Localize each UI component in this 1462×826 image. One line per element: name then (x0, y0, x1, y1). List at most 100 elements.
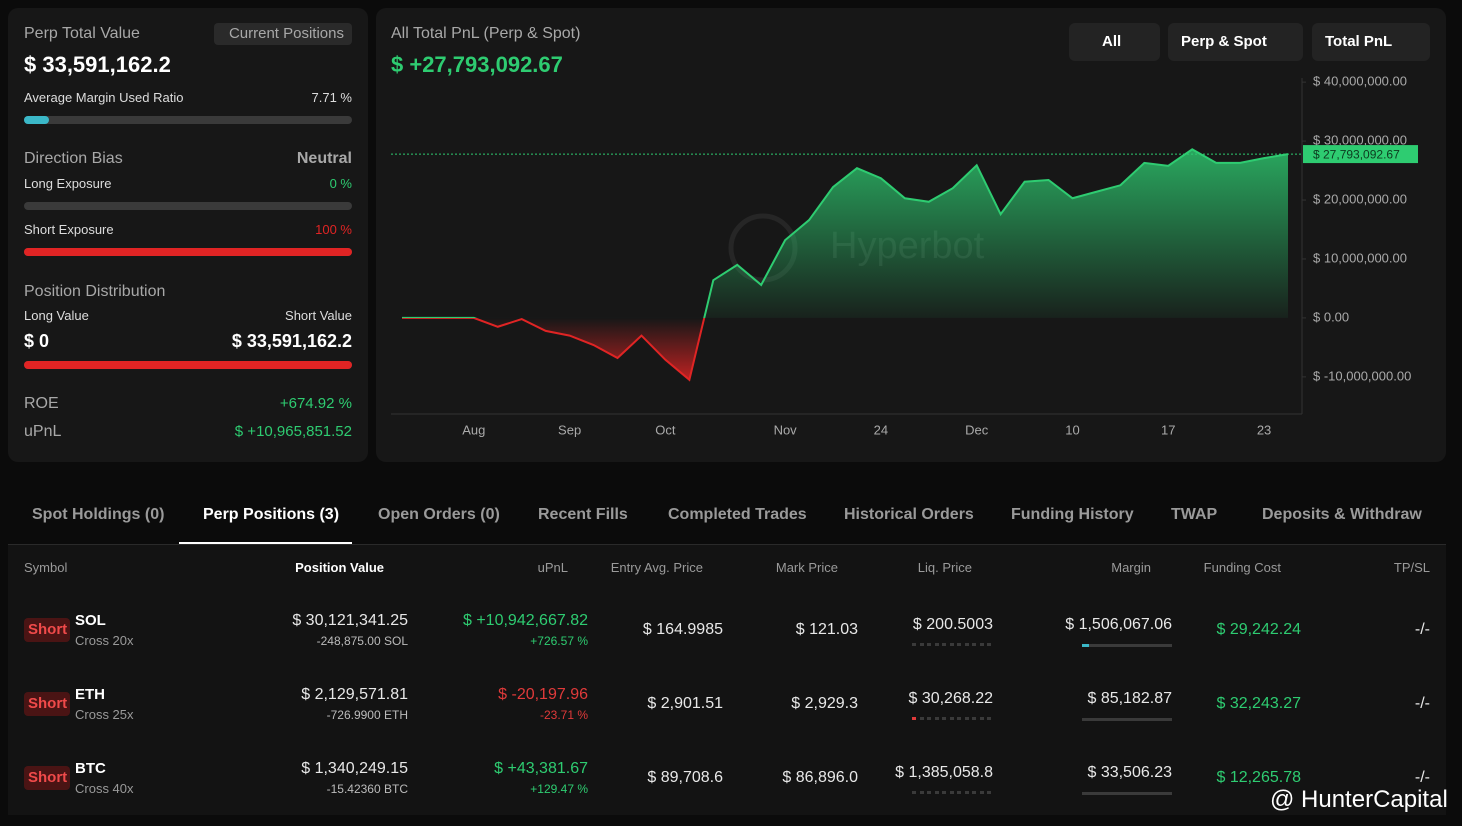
cell: $ +10,942,667.82 (462, 612, 588, 629)
x-tick-label: Aug (462, 422, 485, 437)
leverage: Cross 40x (75, 781, 134, 796)
cell: $ 33,506.23 (1087, 764, 1172, 781)
indicator-track (1082, 718, 1172, 721)
tab[interactable]: Deposits & Withdraw (1262, 506, 1422, 523)
indicator-track (1082, 792, 1172, 795)
line (402, 148, 1289, 382)
indicator-fill (1082, 644, 1089, 647)
cell: $ 200.5003 (912, 616, 993, 633)
indicator-dot (919, 791, 924, 794)
indicator-dot (927, 791, 931, 794)
cell: -/- (1414, 621, 1430, 638)
indicator-dot (987, 717, 991, 720)
y-tick-label: $ -10,000,000.00 (1313, 368, 1411, 383)
cell: $ 32,243.27 (1216, 695, 1301, 712)
tab[interactable]: Recent Fills (538, 506, 628, 523)
dropdown-label[interactable]: Total PnL (1325, 33, 1393, 50)
tab[interactable]: Perp Positions (3) (203, 506, 340, 523)
label: Average Margin Used Ratio (24, 90, 184, 105)
indicator-dot (972, 791, 976, 794)
tabs-more[interactable] (1415, 505, 1441, 527)
cell-sub: -248,875.00 SOL (316, 634, 408, 648)
y-tick-label: $ 40,000,000.00 (1313, 74, 1407, 89)
indicator-dot (964, 717, 969, 720)
column-header[interactable]: Position Value (295, 560, 384, 575)
dropdown[interactable] (1168, 23, 1303, 61)
indicator-dot (964, 791, 969, 794)
progress-fill (24, 116, 50, 124)
indicator-dot (927, 643, 931, 646)
symbol: SOL (75, 612, 106, 629)
cell: $ 1,385,058.8 (895, 764, 993, 781)
side: Short (28, 695, 68, 712)
dropdown[interactable] (1312, 23, 1430, 61)
chart-subtitle: $ +27,793,092.67 (391, 52, 563, 77)
column-header[interactable]: Symbol (24, 560, 68, 575)
cell-sub: -15.42360 BTC (326, 782, 408, 796)
value: $ 33,591,162.2 (24, 52, 171, 77)
cell-sub: +129.47 % (530, 782, 588, 796)
cell: $ 121.03 (795, 621, 858, 638)
tab[interactable]: Historical Orders (844, 506, 974, 523)
tab[interactable]: Open Orders (0) (378, 506, 500, 523)
indicator-dot (934, 643, 939, 646)
side: Short (28, 769, 68, 786)
cell: -/- (1414, 769, 1430, 786)
value: Neutral (296, 150, 352, 167)
value: 100 % (315, 222, 352, 237)
progress-fill (24, 248, 352, 256)
cell: $ 2,929.3 (791, 695, 858, 712)
dropdown[interactable] (1069, 23, 1160, 61)
cell: $ 12,265.78 (1216, 769, 1301, 786)
indicator-dot (949, 791, 954, 794)
indicator-dot (949, 717, 954, 720)
column-header[interactable]: Liq. Price (917, 560, 972, 575)
indicator-track (1082, 644, 1172, 647)
current-tag (1303, 145, 1418, 164)
column-header[interactable]: Mark Price (775, 560, 838, 575)
tab[interactable]: Spot Holdings (0) (32, 506, 165, 523)
area (402, 149, 1288, 380)
indicator-dot (919, 717, 924, 720)
progress-track (24, 116, 352, 124)
leverage: Cross 20x (75, 633, 134, 648)
dropdown-label[interactable]: Perp & Spot (1181, 33, 1267, 50)
tab[interactable]: TWAP (1171, 506, 1218, 523)
value: 7.71 % (311, 90, 352, 105)
column-header[interactable]: Entry Avg. Price (610, 560, 703, 575)
column-header[interactable]: Margin (1111, 560, 1151, 575)
progress-fill (24, 361, 352, 369)
label: Long Exposure (24, 176, 112, 191)
button-label[interactable]: Current Positions (228, 25, 344, 42)
indicator-dot (972, 717, 976, 720)
indicator-dot (949, 643, 954, 646)
tab-underline (179, 542, 352, 544)
cell: $ 29,242.24 (1216, 621, 1301, 638)
column-header[interactable]: Funding Cost (1203, 560, 1281, 575)
indicator-dot (934, 791, 939, 794)
cell: $ 86,896.0 (782, 769, 858, 786)
indicator-dot (979, 643, 984, 646)
column-header[interactable]: uPnL (537, 560, 568, 575)
dropdown-label[interactable]: All (1102, 33, 1122, 50)
indicator-dot (957, 717, 961, 720)
indicator-dot (987, 791, 991, 794)
indicator-dot (912, 791, 916, 794)
cell-sub: -23.71 % (539, 708, 588, 722)
label: ROE (24, 395, 59, 412)
label: Direction Bias (24, 150, 123, 167)
symbol: BTC (75, 760, 106, 777)
column-header[interactable]: TP/SL (1393, 560, 1430, 575)
y-tick-label: $ 20,000,000.00 (1313, 191, 1407, 206)
value: $ +10,965,851.52 (234, 423, 352, 440)
cell: $ 164.9985 (642, 621, 723, 638)
progress-track (24, 202, 352, 210)
tab[interactable]: Funding History (1011, 506, 1134, 523)
side-badge (24, 766, 70, 790)
current-positions-button[interactable] (214, 23, 352, 45)
current-label: $ 27,793,092.67 (1313, 147, 1400, 161)
indicator-dot (942, 717, 946, 720)
side-badge (24, 692, 70, 716)
tab[interactable]: Completed Trades (668, 506, 807, 523)
